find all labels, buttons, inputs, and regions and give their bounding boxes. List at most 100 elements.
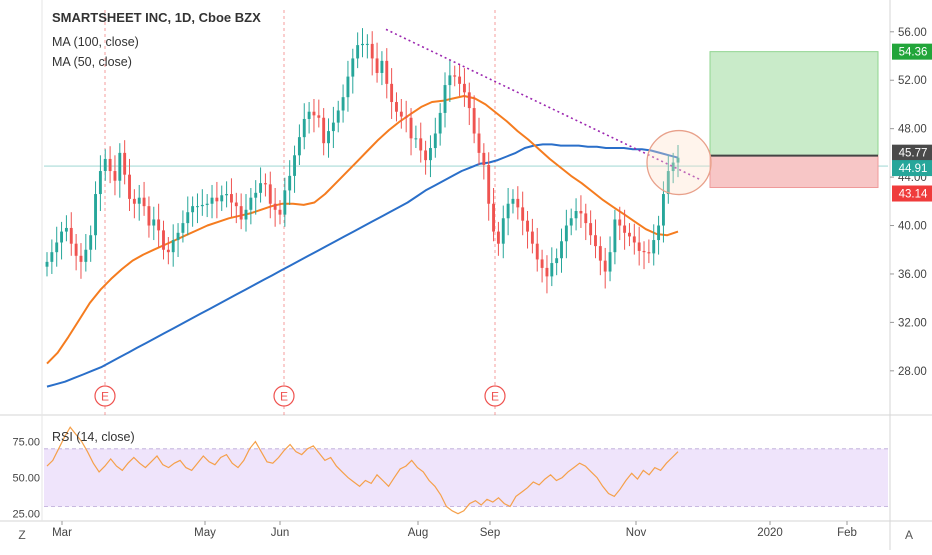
time-tick-label: Feb: [837, 527, 857, 539]
candle-body: [506, 203, 510, 219]
candle-body: [472, 108, 476, 134]
candle-body: [123, 152, 127, 175]
candle-body: [293, 155, 296, 176]
candle-body: [632, 236, 636, 243]
auto-scale-button[interactable]: A: [905, 528, 913, 542]
candle-body: [671, 162, 675, 172]
candle-body: [453, 75, 457, 77]
candle-body: [186, 212, 190, 224]
candle-body: [341, 97, 345, 111]
candle-body: [268, 184, 272, 204]
time-tick-label: Sep: [480, 527, 500, 539]
candle-body: [521, 207, 525, 221]
candle-body: [628, 232, 631, 237]
candle-body: [676, 157, 680, 163]
candle-body: [438, 112, 442, 134]
candle-body: [375, 58, 379, 73]
price-tick-label: 48.00: [898, 124, 927, 136]
candle-body: [302, 118, 306, 138]
candle-body: [215, 197, 219, 202]
candle-body: [564, 225, 568, 242]
candle-body: [331, 122, 335, 132]
candle-body: [623, 225, 627, 233]
rsi-legend: RSI (14, close): [52, 430, 135, 444]
chart-title: SMARTSHEET INC, 1D, Cboe BZX: [52, 10, 261, 25]
candle-body: [540, 259, 544, 268]
candles: [45, 28, 680, 294]
candle-body: [346, 76, 350, 98]
candle-body: [84, 249, 88, 262]
candle-body: [589, 223, 593, 236]
rsi-band: [44, 448, 888, 507]
candle-body: [409, 117, 413, 139]
candle-body: [225, 194, 229, 196]
loss-zone: [709, 155, 879, 189]
candle-body: [196, 206, 199, 208]
candle-body: [234, 202, 238, 207]
candle-body: [191, 206, 195, 213]
candle-body: [482, 152, 486, 165]
rsi-path: [46, 426, 679, 515]
price-tick-label: 56.00: [898, 27, 927, 39]
candle-body: [103, 158, 107, 172]
candle-body: [322, 117, 326, 144]
highlight-circle[interactable]: [646, 129, 712, 196]
candle-body: [657, 225, 661, 241]
candle-body: [477, 133, 481, 153]
candle-body: [157, 219, 161, 231]
candle-body: [142, 197, 146, 207]
candle-body: [618, 219, 622, 226]
candle-body: [424, 150, 428, 161]
candle-body: [317, 115, 321, 118]
candle-body: [162, 230, 165, 250]
candle-body: [69, 227, 73, 244]
candle-body: [152, 219, 156, 226]
candle-body: [181, 223, 185, 233]
candle-body: [55, 242, 59, 253]
candle-body: [594, 235, 597, 247]
candle-body: [652, 240, 656, 254]
candle-body: [613, 219, 617, 253]
price-label-target: 54.36: [899, 47, 928, 59]
candle-body: [283, 190, 287, 215]
candle-body: [603, 260, 607, 272]
candle-body: [467, 92, 471, 109]
candle-body: [414, 138, 418, 140]
price-label-box: [892, 144, 932, 161]
candle-body: [526, 220, 529, 232]
ma100-line: [46, 143, 679, 388]
time-tick-label: Nov: [626, 527, 647, 539]
price-tick-label: 28.00: [898, 366, 927, 378]
candle-body: [113, 171, 117, 181]
candle-body: [210, 197, 214, 204]
candle-body: [259, 183, 263, 193]
candle-body: [176, 232, 180, 241]
candle-body: [336, 110, 340, 123]
price-label-box: [892, 185, 932, 202]
candle-body: [361, 43, 364, 46]
candle-body: [380, 60, 384, 73]
candle-body: [579, 211, 583, 214]
candle-body: [555, 258, 559, 264]
candle-body: [249, 197, 253, 210]
candle-body: [230, 194, 233, 203]
log-scale-button[interactable]: Z: [18, 528, 25, 542]
ma50-legend: MA (50, close): [52, 55, 132, 69]
earnings-marker-label: E: [280, 390, 288, 404]
position-zones[interactable]: [709, 51, 879, 189]
candle-body: [569, 218, 573, 226]
axes: 56.0052.0048.0044.0040.0036.0032.0028.00…: [12, 27, 932, 539]
candle-body: [263, 183, 267, 185]
candle-body: [487, 164, 491, 204]
earnings-marker-label: E: [101, 390, 109, 404]
time-tick-label: Mar: [52, 527, 72, 539]
highlight-circle-shape: [646, 129, 712, 196]
candle-body: [458, 76, 462, 84]
candle-body: [45, 261, 49, 267]
candle-body: [365, 43, 369, 45]
candle-body: [399, 111, 403, 117]
time-tick-label: Aug: [408, 527, 428, 539]
candle-body: [278, 209, 282, 215]
